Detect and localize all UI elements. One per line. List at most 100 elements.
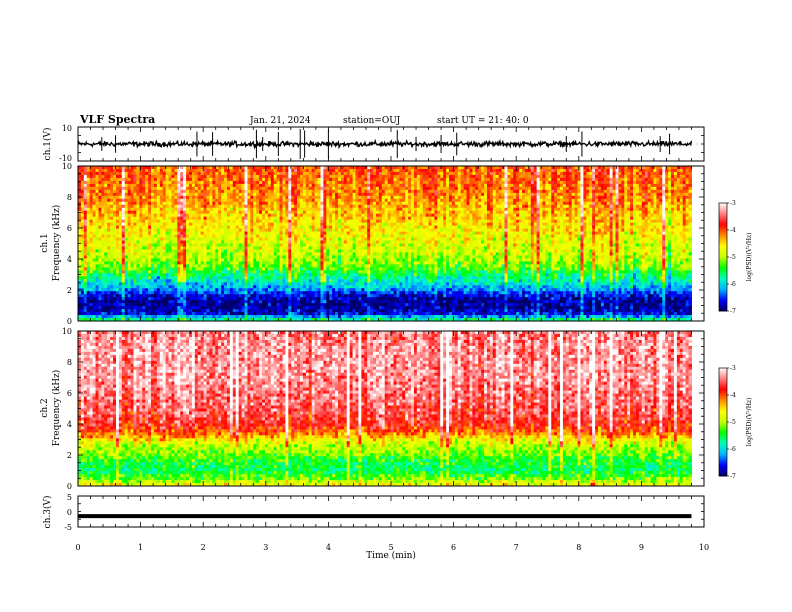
spectrogram-cell bbox=[271, 226, 274, 229]
spectrogram-cell bbox=[306, 255, 309, 258]
spectrogram-cell bbox=[245, 178, 248, 181]
spectrogram-cell bbox=[169, 208, 172, 211]
spectrogram-cell bbox=[215, 238, 218, 241]
spectrogram-cell bbox=[215, 208, 218, 211]
spectrogram-cell bbox=[145, 169, 148, 172]
spectrogram-cell bbox=[350, 217, 353, 220]
spectrogram-cell bbox=[332, 312, 335, 315]
spectrogram-cell bbox=[119, 193, 122, 196]
spectrogram-cell bbox=[285, 181, 288, 184]
spectrogram-cell bbox=[227, 270, 230, 273]
spectrogram-cell bbox=[122, 202, 125, 205]
spectrogram-cell bbox=[350, 184, 353, 187]
spectrogram-cell bbox=[268, 178, 271, 181]
spectrogram-cell bbox=[320, 187, 323, 190]
spectrogram-cell bbox=[294, 273, 297, 276]
spectrogram-cell bbox=[285, 238, 288, 241]
spectrogram-cell bbox=[247, 166, 250, 169]
spectrogram-cell bbox=[96, 196, 99, 199]
spectrogram-cell bbox=[163, 264, 166, 267]
spectrogram-cell bbox=[81, 273, 84, 276]
spectrogram-cell bbox=[329, 258, 332, 261]
spectrogram-cell bbox=[119, 214, 122, 217]
spectrogram-cell bbox=[136, 255, 139, 258]
spectrogram-cell bbox=[107, 244, 110, 247]
spectrogram-cell bbox=[81, 217, 84, 220]
spectrogram-cell bbox=[157, 309, 160, 312]
spectrogram-cell bbox=[341, 312, 344, 315]
spectrogram-cell bbox=[300, 258, 303, 261]
spectrogram-cell bbox=[315, 294, 318, 297]
spectrogram-cell bbox=[122, 261, 125, 264]
spectrogram-cell bbox=[189, 208, 192, 211]
spectrogram-cell bbox=[271, 235, 274, 238]
spectrogram-cell bbox=[113, 285, 116, 288]
spectrogram-cell bbox=[125, 199, 128, 202]
spectrogram-cell bbox=[154, 178, 157, 181]
spectrogram-cell bbox=[166, 205, 169, 208]
spectrogram-cell bbox=[294, 264, 297, 267]
spectrogram-cell bbox=[81, 238, 84, 241]
spectrogram-cell bbox=[154, 258, 157, 261]
spectrogram-cell bbox=[198, 252, 201, 255]
spectrogram-cell bbox=[215, 297, 218, 300]
spectrogram-cell bbox=[84, 202, 87, 205]
spectrogram-cell bbox=[101, 282, 104, 285]
spectrogram-cell bbox=[245, 220, 248, 223]
spectrogram-cell bbox=[125, 229, 128, 232]
spectrogram-cell bbox=[93, 279, 96, 282]
spectrogram-cell bbox=[306, 238, 309, 241]
spectrogram-cell bbox=[192, 273, 195, 276]
spectrogram-cell bbox=[148, 258, 151, 261]
spectrogram-cell bbox=[247, 261, 250, 264]
spectrogram-cell bbox=[128, 193, 131, 196]
spectrogram-cell bbox=[154, 267, 157, 270]
spectrogram-cell bbox=[157, 264, 160, 267]
spectrogram-cell bbox=[215, 187, 218, 190]
spectrogram-cell bbox=[315, 273, 318, 276]
spectrogram-cell bbox=[93, 297, 96, 300]
spectrogram-cell bbox=[227, 315, 230, 318]
spectrogram-cell bbox=[329, 315, 332, 318]
spectrogram-cell bbox=[180, 303, 183, 306]
spectrogram-cell bbox=[177, 288, 180, 291]
spectrogram-cell bbox=[207, 214, 210, 217]
spectrogram-cell bbox=[195, 229, 198, 232]
spectrogram-cell bbox=[98, 178, 101, 181]
spectrogram-cell bbox=[207, 246, 210, 249]
spectrogram-cell bbox=[347, 172, 350, 175]
spectrogram-cell bbox=[151, 235, 154, 238]
spectrogram-cell bbox=[332, 294, 335, 297]
spectrogram-cell bbox=[174, 306, 177, 309]
spectrogram-cell bbox=[245, 244, 248, 247]
spectrogram-cell bbox=[288, 282, 291, 285]
spectrogram-cell bbox=[347, 238, 350, 241]
spectrogram-cell bbox=[201, 223, 204, 226]
spectrogram-cell bbox=[84, 264, 87, 267]
spectrogram-cell bbox=[151, 297, 154, 300]
spectrogram-cell bbox=[125, 300, 128, 303]
spectrogram-cell bbox=[93, 255, 96, 258]
spectrogram-cell bbox=[315, 282, 318, 285]
spectrogram-cell bbox=[344, 172, 347, 175]
spectrogram-cell bbox=[288, 244, 291, 247]
spectrogram-cell bbox=[335, 238, 338, 241]
spectrogram-cell bbox=[285, 217, 288, 220]
spectrogram-cell bbox=[107, 297, 110, 300]
spectrogram-cell bbox=[177, 220, 180, 223]
spectrogram-cell bbox=[306, 202, 309, 205]
spectrogram-cell bbox=[312, 208, 315, 211]
spectrogram-cell bbox=[201, 241, 204, 244]
spectrogram-cell bbox=[142, 238, 145, 241]
spectrogram-cell bbox=[274, 303, 277, 306]
spectrogram-cell bbox=[227, 282, 230, 285]
spectrogram-cell bbox=[344, 208, 347, 211]
spectrogram-cell bbox=[242, 184, 245, 187]
spectrogram-cell bbox=[113, 208, 116, 211]
spectrogram-cell bbox=[186, 294, 189, 297]
spectrogram-cell bbox=[285, 282, 288, 285]
spectrogram-cell bbox=[300, 214, 303, 217]
spectrogram-cell bbox=[294, 291, 297, 294]
spectrogram-cell bbox=[320, 273, 323, 276]
